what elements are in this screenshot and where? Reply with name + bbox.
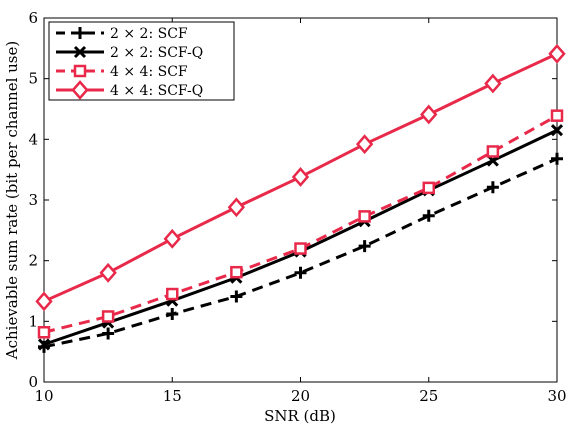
data-point: [166, 287, 179, 301]
legend-entry: 4 × 4: SCF: [56, 64, 188, 80]
data-point: [358, 210, 371, 223]
data-point: [550, 109, 564, 122]
data-point: [355, 134, 374, 155]
axis-ticks: 10 15 20 25 30 0 1 2 3 4 5 6: [28, 9, 566, 405]
legend-entry: 2 × 2: SCF: [56, 26, 188, 42]
legend-marker: [71, 80, 89, 100]
data-point: [486, 145, 500, 158]
data-point: [422, 181, 435, 195]
data-point: [422, 209, 435, 222]
legend-marker: [73, 64, 87, 78]
data-point: [99, 262, 117, 283]
data-point: [550, 124, 564, 137]
y-tick-label: 0: [28, 373, 38, 391]
series-0: [38, 152, 563, 353]
legend-marker: [73, 45, 87, 59]
data-point: [35, 291, 53, 312]
legend-label: 2 × 2: SCF: [110, 26, 188, 42]
data-point: [420, 104, 438, 125]
series-layer: [35, 43, 566, 353]
x-tick-label: 30: [547, 387, 566, 405]
data-point: [230, 290, 243, 303]
y-tick-label: 4: [28, 130, 38, 148]
data-point: [484, 73, 502, 94]
data-point: [166, 308, 179, 321]
data-point: [551, 152, 563, 165]
legend: 2 × 2: SCF 2 × 2: SCF-Q 4 × 4: SCF 4 × 4: S…: [48, 21, 235, 101]
x-tick-label: 25: [419, 387, 438, 405]
y-tick-label: 6: [28, 9, 38, 27]
data-point: [37, 326, 51, 339]
y-axis-label: Achievable sum rate (bit per channel use…: [3, 41, 21, 361]
data-point: [230, 265, 243, 279]
series-line: [43, 157, 558, 349]
x-tick-label: 10: [34, 387, 53, 405]
data-point: [101, 310, 115, 323]
legend-label: 2 × 2: SCF-Q: [110, 45, 203, 61]
data-point: [358, 240, 371, 253]
y-tick-label: 3: [28, 191, 38, 209]
series-2: [37, 109, 564, 339]
data-point: [37, 338, 51, 351]
legend-label: 4 × 4: SCF: [110, 64, 188, 80]
legend-label: 4 × 4: SCF-Q: [110, 83, 203, 99]
series-3: [35, 43, 566, 312]
data-point: [486, 181, 499, 194]
y-tick-label: 2: [28, 252, 38, 270]
y-tick-label: 1: [28, 312, 38, 330]
data-point: [102, 327, 115, 340]
x-tick-label: 15: [163, 387, 182, 405]
legend-entry: 2 × 2: SCF-Q: [56, 45, 203, 61]
data-point: [163, 228, 181, 249]
data-point: [294, 242, 307, 255]
x-tick-label: 20: [291, 387, 310, 405]
data-point: [294, 266, 307, 279]
legend-entry: 4 × 4: SCF-Q: [56, 80, 203, 100]
x-axis-label: SNR (dB): [264, 407, 336, 425]
legend-marker: [74, 27, 86, 39]
data-point: [291, 167, 310, 187]
y-tick-label: 5: [28, 70, 38, 88]
data-point: [227, 197, 246, 218]
data-point: [548, 43, 566, 64]
